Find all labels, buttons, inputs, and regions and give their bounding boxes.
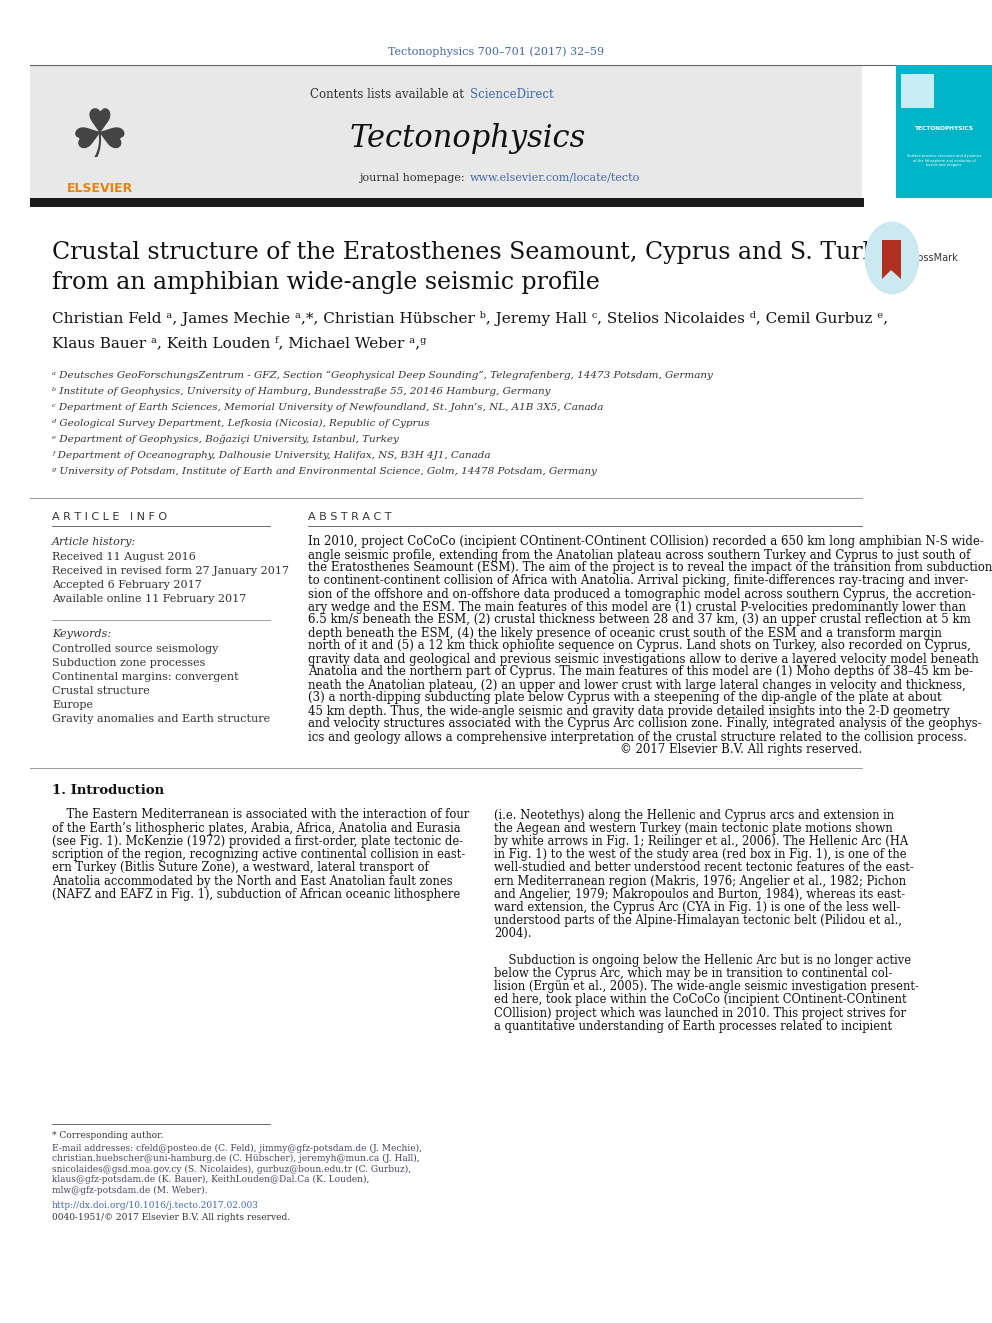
Text: Anatolia and the northern part of Cyprus. The main features of this model are (1: Anatolia and the northern part of Cyprus… — [308, 665, 973, 679]
Text: (3) a north-dipping subducting plate below Cyprus with a steepening of the dip-a: (3) a north-dipping subducting plate bel… — [308, 692, 941, 705]
Text: Available online 11 February 2017: Available online 11 February 2017 — [52, 594, 246, 605]
Text: Subduction is ongoing below the Hellenic Arc but is no longer active: Subduction is ongoing below the Hellenic… — [494, 954, 911, 967]
Text: COllision) project which was launched in 2010. This project strives for: COllision) project which was launched in… — [494, 1007, 906, 1020]
Text: sion of the offshore and on-offshore data produced a tomographic model across so: sion of the offshore and on-offshore dat… — [308, 587, 975, 601]
Text: christian.huebscher@uni-hamburg.de (C. Hübscher), jeremyh@mun.ca (J. Hall),: christian.huebscher@uni-hamburg.de (C. H… — [52, 1154, 420, 1163]
Text: mlw@gfz-potsdam.de (M. Weber).: mlw@gfz-potsdam.de (M. Weber). — [52, 1185, 207, 1195]
Bar — [30, 198, 864, 206]
Text: Subduction zone processes: Subduction zone processes — [52, 658, 205, 668]
Text: ern Mediterranean region (Makris, 1976; Angelier et al., 1982; Pichon: ern Mediterranean region (Makris, 1976; … — [494, 875, 906, 888]
Text: by white arrows in Fig. 1; Reilinger et al., 2006). The Hellenic Arc (HA: by white arrows in Fig. 1; Reilinger et … — [494, 835, 908, 848]
Text: (NAFZ and EAFZ in Fig. 1), subduction of African oceanic lithosphere: (NAFZ and EAFZ in Fig. 1), subduction of… — [52, 888, 460, 901]
Text: Gravity anomalies and Earth structure: Gravity anomalies and Earth structure — [52, 714, 270, 724]
Text: lision (Ergün et al., 2005). The wide-angle seismic investigation present-: lision (Ergün et al., 2005). The wide-an… — [494, 980, 919, 994]
Text: ScienceDirect: ScienceDirect — [470, 89, 554, 102]
Text: north of it and (5) a 12 km thick ophiolite sequence on Cyprus. Land shots on Tu: north of it and (5) a 12 km thick ophiol… — [308, 639, 971, 652]
Text: Controlled source seismology: Controlled source seismology — [52, 644, 218, 654]
Text: and velocity structures associated with the Cyprus Arc collision zone. Finally, : and velocity structures associated with … — [308, 717, 982, 730]
Text: Keywords:: Keywords: — [52, 628, 111, 639]
Text: of the Earth’s lithospheric plates, Arabia, Africa, Anatolia and Eurasia: of the Earth’s lithospheric plates, Arab… — [52, 822, 460, 835]
Text: ᵈ Geological Survey Department, Lefkosia (Nicosia), Republic of Cyprus: ᵈ Geological Survey Department, Lefkosia… — [52, 418, 430, 427]
Text: ward extension, the Cyprus Arc (CYA in Fig. 1) is one of the less well-: ward extension, the Cyprus Arc (CYA in F… — [494, 901, 901, 914]
Text: The Eastern Mediterranean is associated with the interaction of four: The Eastern Mediterranean is associated … — [52, 808, 469, 822]
Text: a quantitative understanding of Earth processes related to incipient: a quantitative understanding of Earth pr… — [494, 1020, 892, 1033]
Text: ern Turkey (Bitlis Suture Zone), a westward, lateral transport of: ern Turkey (Bitlis Suture Zone), a westw… — [52, 861, 429, 875]
Bar — [896, 65, 992, 198]
Text: the Aegean and western Turkey (main tectonic plate motions shown: the Aegean and western Turkey (main tect… — [494, 822, 893, 835]
Text: A B S T R A C T: A B S T R A C T — [308, 512, 392, 523]
Text: understood parts of the Alpine-Himalayan tectonic belt (Pilidou et al.,: understood parts of the Alpine-Himalayan… — [494, 914, 902, 927]
Text: Article history:: Article history: — [52, 537, 136, 546]
Text: Christian Feld ᵃ, James Mechie ᵃ,*, Christian Hübscher ᵇ, Jeremy Hall ᶜ, Stelios: Christian Feld ᵃ, James Mechie ᵃ,*, Chri… — [52, 311, 888, 325]
Text: ed here, took place within the CoCoCo (incipient COntinent-COntinent: ed here, took place within the CoCoCo (i… — [494, 994, 907, 1007]
Text: * Corresponding author.: * Corresponding author. — [52, 1131, 164, 1140]
Text: www.elsevier.com/locate/tecto: www.elsevier.com/locate/tecto — [470, 173, 640, 183]
Text: below the Cyprus Arc, which may be in transition to continental col-: below the Cyprus Arc, which may be in tr… — [494, 967, 893, 980]
Text: angle seismic profile, extending from the Anatolian plateau across southern Turk: angle seismic profile, extending from th… — [308, 549, 970, 561]
Text: (i.e. Neotethys) along the Hellenic and Cyprus arcs and extension in: (i.e. Neotethys) along the Hellenic and … — [494, 808, 894, 822]
Text: Crustal structure of the Eratosthenes Seamount, Cyprus and S. Turkey: Crustal structure of the Eratosthenes Se… — [52, 241, 905, 263]
Text: ᶜ Department of Earth Sciences, Memorial University of Newfoundland, St. John’s,: ᶜ Department of Earth Sciences, Memorial… — [52, 402, 603, 411]
Text: Crustal structure: Crustal structure — [52, 687, 150, 696]
Text: Accepted 6 February 2017: Accepted 6 February 2017 — [52, 579, 201, 590]
Text: 6.5 km/s beneath the ESM, (2) crustal thickness between 28 and 37 km, (3) an upp: 6.5 km/s beneath the ESM, (2) crustal th… — [308, 614, 971, 627]
Text: Klaus Bauer ᵃ, Keith Louden ᶠ, Michael Weber ᵃ,ᵍ: Klaus Bauer ᵃ, Keith Louden ᶠ, Michael W… — [52, 336, 427, 351]
Text: Tectonophysics 700–701 (2017) 32–59: Tectonophysics 700–701 (2017) 32–59 — [388, 46, 604, 57]
Text: ᵇ Institute of Geophysics, University of Hamburg, Bundesstraße 55, 20146 Hamburg: ᵇ Institute of Geophysics, University of… — [52, 386, 551, 396]
Text: ☘: ☘ — [70, 105, 130, 171]
Text: http://dx.doi.org/10.1016/j.tecto.2017.02.003: http://dx.doi.org/10.1016/j.tecto.2017.0… — [52, 1200, 259, 1209]
Text: well-studied and better understood recent tectonic features of the east-: well-studied and better understood recen… — [494, 861, 914, 875]
Text: Surface process, tectonics and dynamics
of the lithosphere and evolution of
basi: Surface process, tectonics and dynamics … — [907, 155, 981, 168]
Text: snicolaides@gsd.moa.gov.cy (S. Nicolaides), gurbuz@boun.edu.tr (C. Gurbuz),: snicolaides@gsd.moa.gov.cy (S. Nicolaide… — [52, 1164, 411, 1174]
Text: depth beneath the ESM, (4) the likely presence of oceanic crust south of the ESM: depth beneath the ESM, (4) the likely pr… — [308, 627, 941, 639]
Text: Contents lists available at: Contents lists available at — [310, 89, 468, 102]
Text: the Eratosthenes Seamount (ESM). The aim of the project is to reveal the impact : the Eratosthenes Seamount (ESM). The aim… — [308, 561, 992, 574]
Text: (see Fig. 1). McKenzie (1972) provided a first-order, plate tectonic de-: (see Fig. 1). McKenzie (1972) provided a… — [52, 835, 463, 848]
Circle shape — [865, 222, 919, 294]
Text: ᵍ University of Potsdam, Institute of Earth and Environmental Science, Golm, 144: ᵍ University of Potsdam, Institute of Ea… — [52, 467, 597, 475]
Text: journal homepage:: journal homepage: — [359, 173, 468, 183]
Text: Received in revised form 27 January 2017: Received in revised form 27 January 2017 — [52, 566, 289, 576]
Text: ary wedge and the ESM. The main features of this model are (1) crustal P-velocit: ary wedge and the ESM. The main features… — [308, 601, 966, 614]
Text: klaus@gfz-potsdam.de (K. Bauer), KeithLouden@Dal.Ca (K. Louden),: klaus@gfz-potsdam.de (K. Bauer), KeithLo… — [52, 1175, 369, 1184]
Text: CrossMark: CrossMark — [908, 253, 958, 263]
Text: 45 km depth. Thus, the wide-angle seismic and gravity data provide detailed insi: 45 km depth. Thus, the wide-angle seismi… — [308, 705, 949, 717]
Polygon shape — [882, 239, 901, 279]
Text: ELSEVIER: ELSEVIER — [66, 181, 133, 194]
Text: scription of the region, recognizing active continental collision in east-: scription of the region, recognizing act… — [52, 848, 465, 861]
Text: A R T I C L E   I N F O: A R T I C L E I N F O — [52, 512, 167, 523]
Text: in Fig. 1) to the west of the study area (red box in Fig. 1), is one of the: in Fig. 1) to the west of the study area… — [494, 848, 907, 861]
Text: and Angelier, 1979; Makropoulos and Burton, 1984), whereas its east-: and Angelier, 1979; Makropoulos and Burt… — [494, 888, 905, 901]
Text: 0040-1951/© 2017 Elsevier B.V. All rights reserved.: 0040-1951/© 2017 Elsevier B.V. All right… — [52, 1213, 290, 1222]
Text: ics and geology allows a comprehensive interpretation of the crustal structure r: ics and geology allows a comprehensive i… — [308, 730, 967, 744]
Text: Received 11 August 2016: Received 11 August 2016 — [52, 552, 195, 562]
Text: © 2017 Elsevier B.V. All rights reserved.: © 2017 Elsevier B.V. All rights reserved… — [620, 744, 862, 757]
Text: 2004).: 2004). — [494, 927, 532, 941]
Text: Tectonophysics: Tectonophysics — [350, 123, 586, 153]
Text: 1. Introduction: 1. Introduction — [52, 783, 164, 796]
Text: from an amphibian wide-angle seismic profile: from an amphibian wide-angle seismic pro… — [52, 270, 600, 294]
Text: E-mail addresses: cfeld@posteo.de (C. Feld), jimmy@gfz-potsdam.de (J. Mechie),: E-mail addresses: cfeld@posteo.de (C. Fe… — [52, 1143, 422, 1152]
Text: neath the Anatolian plateau, (2) an upper and lower crust with large lateral cha: neath the Anatolian plateau, (2) an uppe… — [308, 679, 966, 692]
Text: Europe: Europe — [52, 700, 93, 710]
Text: Continental margins: convergent: Continental margins: convergent — [52, 672, 239, 681]
Text: TECTONOPHYSICS: TECTONOPHYSICS — [915, 126, 973, 131]
Bar — [30, 65, 862, 198]
Text: gravity data and geological and previous seismic investigations allow to derive : gravity data and geological and previous… — [308, 652, 979, 665]
Bar — [901, 74, 934, 107]
Text: ᵃ Deutsches GeoForschungsZentrum - GFZ, Section “Geophysical Deep Sounding”, Tel: ᵃ Deutsches GeoForschungsZentrum - GFZ, … — [52, 370, 713, 380]
Text: to continent-continent collision of Africa with Anatolia. Arrival picking, finit: to continent-continent collision of Afri… — [308, 574, 968, 587]
Text: Anatolia accommodated by the North and East Anatolian fault zones: Anatolia accommodated by the North and E… — [52, 875, 452, 888]
Text: ᵉ Department of Geophysics, Boğaziçi University, Istanbul, Turkey: ᵉ Department of Geophysics, Boğaziçi Uni… — [52, 434, 399, 443]
Text: ᶠ Department of Oceanography, Dalhousie University, Halifax, NS, B3H 4J1, Canada: ᶠ Department of Oceanography, Dalhousie … — [52, 451, 490, 459]
Text: In 2010, project CoCoCo (incipient COntinent-COntinent COllision) recorded a 650: In 2010, project CoCoCo (incipient COnti… — [308, 536, 984, 549]
